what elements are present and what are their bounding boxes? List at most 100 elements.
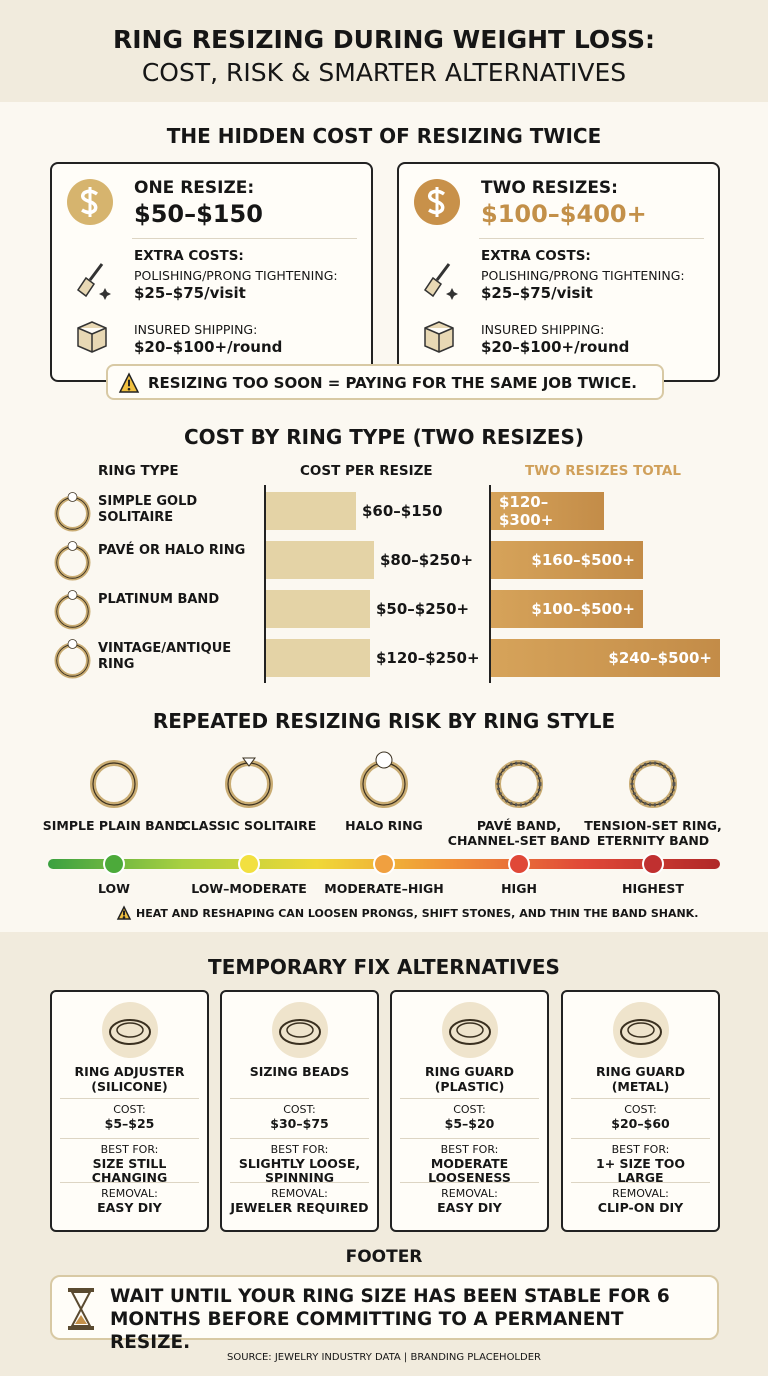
card-price: $50–$150: [134, 200, 263, 228]
risk-level: MODERATE–HIGH: [324, 881, 444, 896]
title-line-2: COST, RISK & SMARTER ALTERNATIVES: [141, 58, 627, 87]
extra-heading: EXTRA COSTS:: [134, 248, 244, 264]
cost-card: ONE RESIZE: $50–$150 EXTRA COSTS: POLISHING…: [50, 162, 373, 382]
alt-removal-label: REMOVAL:: [441, 1187, 498, 1200]
alt-cost: COST: $20–$60: [571, 1098, 710, 1131]
axis-line: [264, 485, 266, 683]
alt-icon: [270, 1000, 330, 1064]
warning-text: RESIZING TOO SOON = PAYING FOR THE SAME …: [148, 374, 638, 392]
risk-level: HIGHEST: [622, 881, 684, 896]
section-heading: COST BY RING TYPE (TWO RESIZES): [183, 425, 585, 449]
style-icon: [354, 750, 414, 814]
alt-removal: REMOVAL: CLIP-ON DIY: [571, 1182, 710, 1215]
alt-best: BEST FOR: SIZE STILL CHANGING: [60, 1138, 199, 1185]
warning-pill: RESIZING TOO SOON = PAYING FOR THE SAME …: [106, 364, 664, 400]
alt-cost-value: $20–$60: [611, 1116, 670, 1131]
alternative-card: RING GUARD (PLASTIC) COST: $5–$20 BEST FOR:…: [390, 990, 549, 1232]
ring-icon: [50, 635, 95, 683]
alt-removal-value: JEWELER REQUIRED: [230, 1200, 369, 1215]
ring-type: PAVÉ OR HALO RING: [98, 543, 246, 558]
alt-cost-label: COST:: [113, 1103, 146, 1116]
alt-name: SIZING BEADS: [249, 1064, 350, 1079]
alt-best-value: SLIGHTLY LOOSE, SPINNING: [238, 1156, 361, 1185]
ring-icon: [50, 586, 95, 634]
extra-label: INSURED SHIPPING:: [134, 322, 258, 337]
style-name: HALO RING: [345, 818, 423, 833]
section-heading: REPEATED RESIZING RISK BY RING STYLE: [152, 709, 616, 733]
cost-label: $80–$250+: [380, 551, 474, 569]
alt-name: RING GUARD (METAL): [595, 1064, 686, 1094]
alt-cost-value: $5–$25: [104, 1116, 155, 1131]
risk-dot: [238, 853, 260, 875]
ring-type: VINTAGE/ANTIQUE RING: [98, 641, 232, 672]
dollar-icon: [413, 178, 461, 230]
alt-icon: [440, 1000, 500, 1064]
brush-icon: [419, 260, 459, 304]
style-name: TENSION-SET RING, ETERNITY BAND: [584, 818, 722, 848]
alt-removal: REMOVAL: EASY DIY: [60, 1182, 199, 1215]
extra-label: POLISHING/PRONG TIGHTENING:: [134, 268, 338, 283]
extra-heading: EXTRA COSTS:: [481, 248, 591, 264]
alt-name: RING ADJUSTER (SILICONE): [74, 1064, 185, 1094]
alternative-card: SIZING BEADS COST: $30–$75 BEST FOR: SLIGHTL…: [220, 990, 379, 1232]
alt-cost-label: COST:: [624, 1103, 657, 1116]
total-label: $120–$300+: [499, 493, 554, 529]
alt-best-label: BEST FOR:: [611, 1143, 670, 1156]
header-band: [0, 0, 768, 102]
alt-best-label: BEST FOR:: [270, 1143, 329, 1156]
cost-label: $60–$150: [362, 502, 443, 520]
alt-cost-label: COST:: [453, 1103, 486, 1116]
style-icon: [489, 750, 549, 814]
alt-best: BEST FOR: SLIGHTLY LOOSE, SPINNING: [230, 1138, 369, 1185]
alt-cost-value: $30–$75: [270, 1116, 329, 1131]
brush-icon: [72, 260, 112, 304]
column-header: COST PER RESIZE: [300, 463, 433, 479]
axis-line: [489, 485, 491, 683]
alt-icon: [100, 1000, 160, 1064]
alt-cost: COST: $5–$25: [60, 1098, 199, 1131]
dollar-icon: [66, 178, 114, 230]
style-name: CLASSIC SOLITAIRE: [181, 818, 317, 833]
alternative-card: RING ADJUSTER (SILICONE) COST: $5–$25 BEST …: [50, 990, 209, 1232]
total-bar: $240–$500+: [491, 639, 720, 677]
ring-icon: [50, 488, 95, 536]
style-name: PAVÉ BAND, CHANNEL-SET BAND: [447, 818, 591, 848]
alt-removal-label: REMOVAL:: [101, 1187, 158, 1200]
divider: [479, 238, 704, 239]
alt-best-value: MODERATE LOOSENESS: [428, 1156, 511, 1185]
style-icon: [623, 750, 683, 814]
alternative-card: RING GUARD (METAL) COST: $20–$60 BEST FOR: 1…: [561, 990, 720, 1232]
alt-cost-label: COST:: [283, 1103, 316, 1116]
alt-removal-value: EASY DIY: [437, 1200, 502, 1215]
box-icon: [72, 314, 112, 358]
card-label: TWO RESIZES:: [481, 178, 618, 198]
risk-level: HIGH: [501, 881, 537, 896]
alt-name: RING GUARD (PLASTIC): [424, 1064, 515, 1094]
alt-removal: REMOVAL: EASY DIY: [400, 1182, 539, 1215]
source: SOURCE: JEWELRY INDUSTRY DATA | BRANDING…: [227, 1352, 541, 1363]
footer-box: WAIT UNTIL YOUR RING SIZE HAS BEEN STABL…: [50, 1275, 719, 1353]
alt-cost-value: $5–$20: [444, 1116, 495, 1131]
title-line-1: RING RESIZING DURING WEIGHT LOSS:: [113, 25, 655, 54]
extra-label: INSURED SHIPPING:: [481, 322, 605, 337]
cost-bar: [266, 590, 370, 628]
total-label: $160–$500+: [531, 551, 635, 569]
alt-removal-value: EASY DIY: [97, 1200, 162, 1215]
alt-best-value: 1+ SIZE TOO LARGE: [596, 1156, 685, 1185]
cost-bar: [266, 492, 356, 530]
alt-best-label: BEST FOR:: [100, 1143, 159, 1156]
total-bar: $100–$500+: [491, 590, 643, 628]
alt-best-value: SIZE STILL CHANGING: [91, 1156, 168, 1185]
alt-removal-label: REMOVAL:: [612, 1187, 669, 1200]
extra-value: $25–$75/visit: [134, 284, 246, 302]
footer-heading: FOOTER: [345, 1247, 423, 1267]
footer-message: WAIT UNTIL YOUR RING SIZE HAS BEEN STABL…: [110, 1286, 670, 1353]
risk-dot: [642, 853, 664, 875]
style-icon: [84, 750, 144, 814]
card-label: ONE RESIZE:: [134, 178, 255, 198]
risk-level: LOW: [98, 881, 130, 896]
risk-level: LOW–MODERATE: [191, 881, 307, 896]
style-name: SIMPLE PLAIN BAND: [42, 818, 186, 833]
ring-type: PLATINUM BAND: [98, 592, 220, 607]
